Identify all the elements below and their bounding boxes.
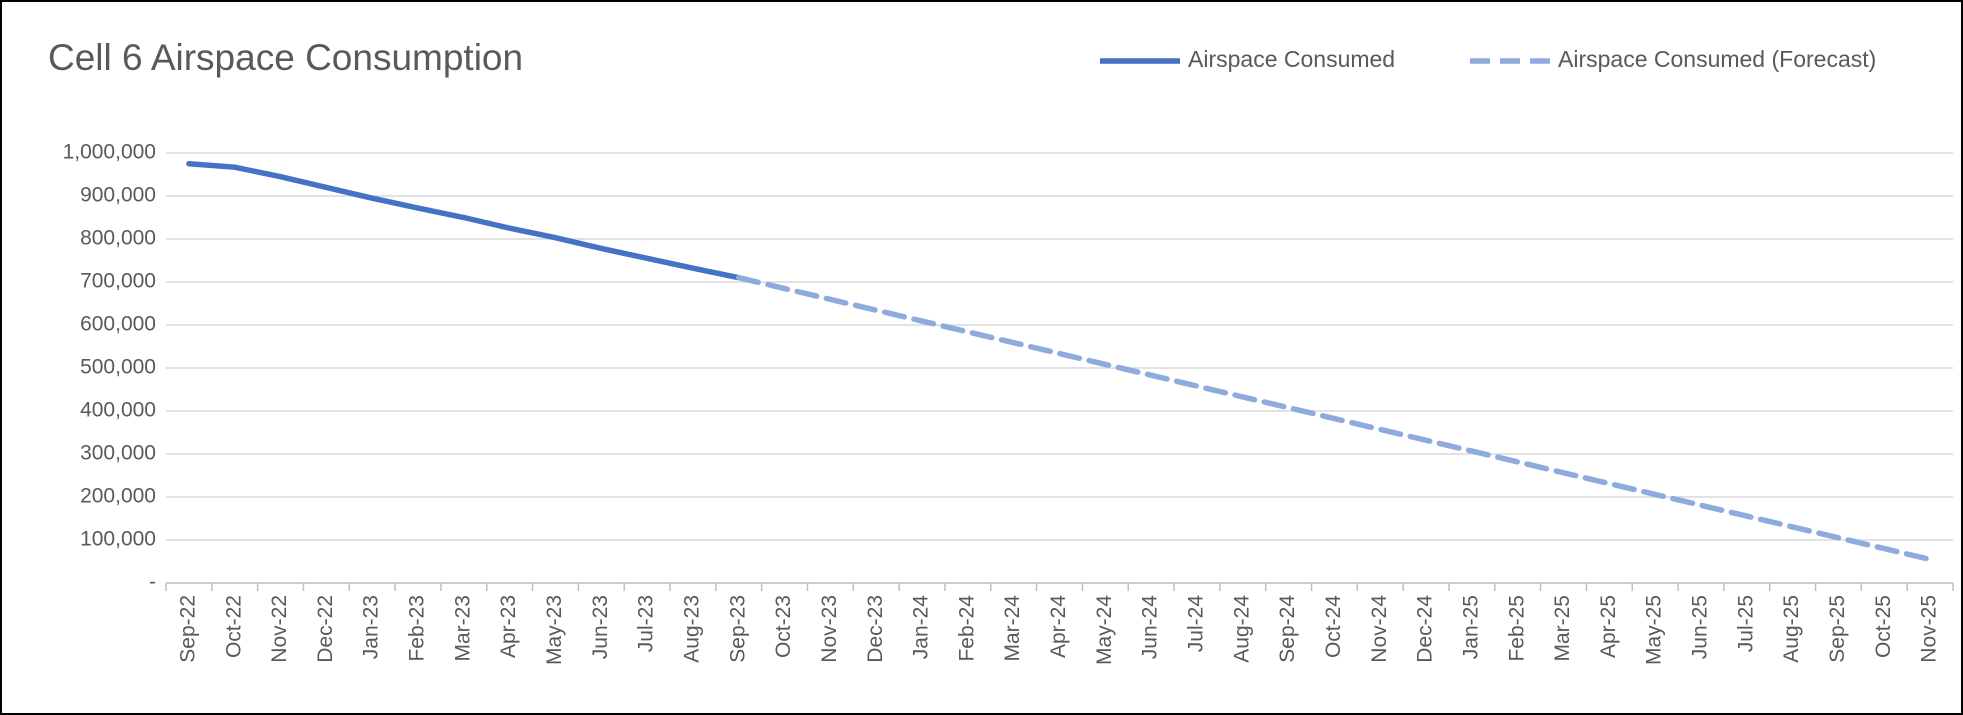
y-tick-label: 100,000 — [80, 528, 156, 551]
x-tick-label: Mar-25 — [1551, 595, 1574, 662]
x-tick-label: Nov-23 — [818, 595, 841, 663]
legend-label: Airspace Consumed (Forecast) — [1558, 46, 1876, 72]
y-tick-label: 500,000 — [80, 356, 156, 379]
x-tick-label: Nov-25 — [1918, 595, 1941, 663]
y-tick-label: 800,000 — [80, 227, 156, 250]
x-tick-label: Jan-25 — [1459, 595, 1482, 659]
y-tick-label: 300,000 — [80, 442, 156, 465]
chart-title: Cell 6 Airspace Consumption — [48, 37, 523, 78]
y-tick-label: 1,000,000 — [63, 141, 156, 164]
x-tick-label: Apr-25 — [1597, 595, 1620, 658]
x-tick-label: Oct-24 — [1322, 595, 1345, 658]
x-tick-label: Jan-24 — [910, 595, 933, 660]
x-tick-label: Jun-23 — [589, 595, 612, 659]
legend-label: Airspace Consumed — [1188, 46, 1395, 72]
x-tick-label: May-24 — [1093, 595, 1116, 665]
x-tick-label: Feb-23 — [406, 595, 429, 662]
x-tick-label: Oct-25 — [1872, 595, 1895, 658]
x-tick-label: Mar-24 — [1001, 595, 1024, 662]
x-tick-label: Apr-23 — [497, 595, 520, 658]
x-tick-label: Dec-22 — [314, 595, 337, 663]
series-line — [186, 161, 742, 281]
x-tick-label: May-23 — [543, 595, 566, 665]
x-tick-label: Mar-23 — [451, 595, 474, 662]
series-line — [736, 274, 1933, 563]
x-tick-label: Sep-24 — [1276, 595, 1299, 663]
x-tick-label: Dec-24 — [1414, 595, 1437, 663]
x-tick-label: Jul-23 — [635, 595, 658, 652]
y-tick-label: 900,000 — [80, 184, 156, 207]
x-tick-label: Jun-25 — [1689, 595, 1712, 659]
x-tick-label: Aug-24 — [1230, 595, 1253, 663]
x-tick-label: Feb-24 — [955, 595, 978, 662]
x-tick-label: Sep-23 — [726, 595, 749, 663]
x-tick-label: Jul-24 — [1185, 595, 1208, 653]
x-tick-label: Dec-23 — [864, 595, 887, 663]
x-tick-label: Nov-22 — [268, 595, 291, 663]
x-tick-label: Feb-25 — [1505, 595, 1528, 662]
x-tick-label: Jun-24 — [1139, 595, 1162, 660]
x-tick-label: May-25 — [1643, 595, 1666, 665]
y-tick-label: 600,000 — [80, 313, 156, 336]
x-tick-label: Oct-23 — [772, 595, 795, 658]
y-tick-label: 700,000 — [80, 270, 156, 293]
x-tick-label: Apr-24 — [1047, 595, 1070, 658]
y-tick-label: 400,000 — [80, 399, 156, 422]
x-tick-label: Jul-25 — [1734, 595, 1757, 652]
x-tick-label: Oct-22 — [222, 595, 245, 658]
y-tick-label: 200,000 — [80, 485, 156, 508]
y-tick-label: - — [149, 571, 156, 594]
x-tick-label: Sep-25 — [1826, 595, 1849, 663]
x-tick-label: Aug-23 — [680, 595, 703, 663]
x-tick-label: Sep-22 — [176, 595, 199, 663]
x-tick-label: Jan-23 — [360, 595, 383, 659]
x-tick-label: Aug-25 — [1780, 595, 1803, 663]
x-tick-label: Nov-24 — [1368, 595, 1391, 663]
